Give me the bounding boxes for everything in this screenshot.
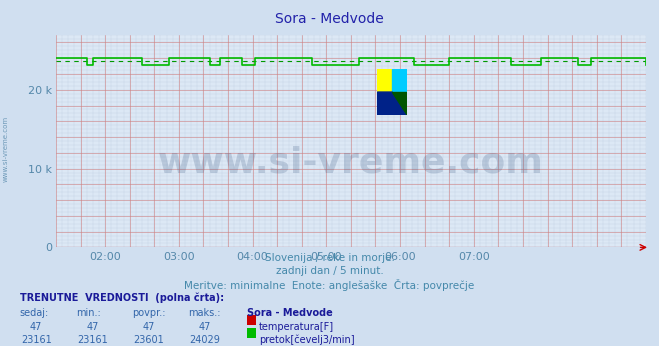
Text: www.si-vreme.com: www.si-vreme.com <box>2 116 9 182</box>
Polygon shape <box>392 92 407 116</box>
Text: 47: 47 <box>198 322 210 332</box>
Text: 23161: 23161 <box>77 335 107 345</box>
Text: Slovenija / reke in morje.: Slovenija / reke in morje. <box>264 253 395 263</box>
Text: Sora - Medvode: Sora - Medvode <box>247 308 333 318</box>
Text: temperatura[F]: temperatura[F] <box>259 322 334 332</box>
Text: 24029: 24029 <box>189 335 219 345</box>
Text: TRENUTNE  VREDNOSTI  (polna črta):: TRENUTNE VREDNOSTI (polna črta): <box>20 292 224 303</box>
Text: 47: 47 <box>86 322 98 332</box>
Text: povpr.:: povpr.: <box>132 308 165 318</box>
Text: min.:: min.: <box>76 308 101 318</box>
Bar <box>392 69 407 92</box>
Text: pretok[čevelj3/min]: pretok[čevelj3/min] <box>259 335 355 345</box>
Text: 47: 47 <box>30 322 42 332</box>
Polygon shape <box>378 92 407 116</box>
Text: 47: 47 <box>142 322 154 332</box>
Text: Sora - Medvode: Sora - Medvode <box>275 12 384 26</box>
Text: Meritve: minimalne  Enote: anglešaške  Črta: povprečje: Meritve: minimalne Enote: anglešaške Črt… <box>185 279 474 291</box>
Text: maks.:: maks.: <box>188 308 220 318</box>
Text: 23601: 23601 <box>133 335 163 345</box>
Bar <box>378 69 392 92</box>
Text: www.si-vreme.com: www.si-vreme.com <box>158 145 544 179</box>
Text: zadnji dan / 5 minut.: zadnji dan / 5 minut. <box>275 266 384 276</box>
Text: 23161: 23161 <box>21 335 51 345</box>
Text: sedaj:: sedaj: <box>20 308 49 318</box>
